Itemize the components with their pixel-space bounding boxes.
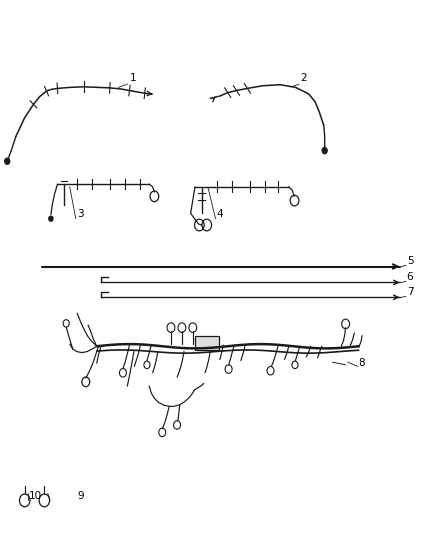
Text: 10: 10 [29,491,42,502]
Circle shape [5,158,10,165]
Text: 5: 5 [407,256,413,266]
Text: 3: 3 [77,208,84,219]
Text: 9: 9 [77,491,84,502]
Text: 6: 6 [407,272,413,282]
Text: 7: 7 [407,287,413,297]
Text: 8: 8 [359,358,365,368]
Circle shape [49,216,53,221]
Text: 2: 2 [300,73,307,83]
Circle shape [322,148,327,154]
FancyBboxPatch shape [195,336,219,350]
Text: 4: 4 [217,208,223,219]
Text: 1: 1 [130,73,136,83]
